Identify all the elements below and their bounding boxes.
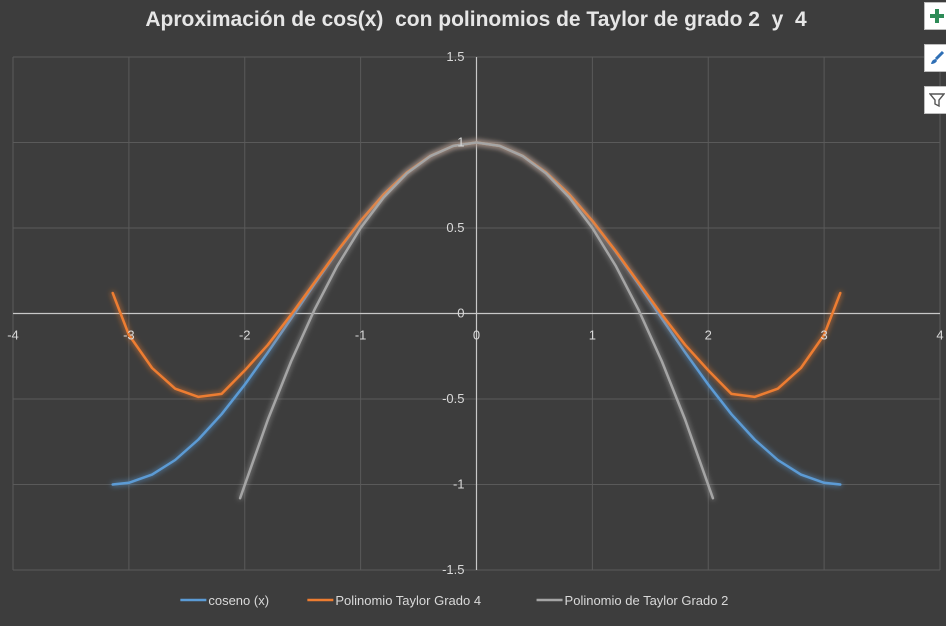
x-tick-label: 2: [705, 328, 712, 343]
y-tick-label: 1.5: [446, 49, 464, 64]
legend-item[interactable]: coseno (x): [180, 593, 269, 608]
filter-icon: [929, 93, 945, 108]
x-tick-label: -2: [239, 328, 251, 343]
y-tick-label: -1.5: [442, 562, 464, 577]
y-tick-label: -1: [453, 477, 465, 492]
y-tick-label: 0: [457, 306, 464, 321]
tick-labels: -4 -3 -2 -1 0 1 2 3 4 -1.5 -1 -0.5 0 0.5 1 1.5: [7, 49, 943, 577]
legend-label: coseno (x): [208, 593, 269, 608]
chart-title: Aproximación de cos(x) con polinomios de…: [145, 8, 807, 31]
series-lines: [111, 141, 842, 500]
x-tick-label: 3: [821, 328, 828, 343]
legend-item[interactable]: Polinomio Taylor Grado 4: [307, 593, 481, 608]
legend[interactable]: coseno (x) Polinomio Taylor Grado 4 Polino…: [180, 593, 728, 608]
y-tick-label: 1: [457, 135, 464, 150]
x-tick-label: -1: [355, 328, 367, 343]
chart-filters-button[interactable]: [924, 86, 946, 114]
axes: [13, 57, 940, 570]
x-tick-label: 0: [473, 328, 480, 343]
chart-styles-button[interactable]: [924, 44, 946, 72]
x-tick-label: 1: [589, 328, 596, 343]
add-chart-element-button[interactable]: [924, 2, 946, 30]
x-tick-label: -3: [123, 328, 135, 343]
y-tick-label: 0.5: [446, 220, 464, 235]
series-line-3[interactable]: [238, 141, 715, 500]
y-tick-label: -0.5: [442, 391, 464, 406]
x-tick-label: 4: [936, 328, 943, 343]
legend-label: Polinomio de Taylor Grado 2: [565, 593, 729, 608]
plus-icon: [930, 9, 944, 23]
x-tick-label: -4: [7, 328, 19, 343]
legend-label: Polinomio Taylor Grado 4: [335, 593, 481, 608]
paintbrush-icon: [931, 50, 945, 64]
legend-item[interactable]: Polinomio de Taylor Grado 2: [536, 593, 729, 608]
